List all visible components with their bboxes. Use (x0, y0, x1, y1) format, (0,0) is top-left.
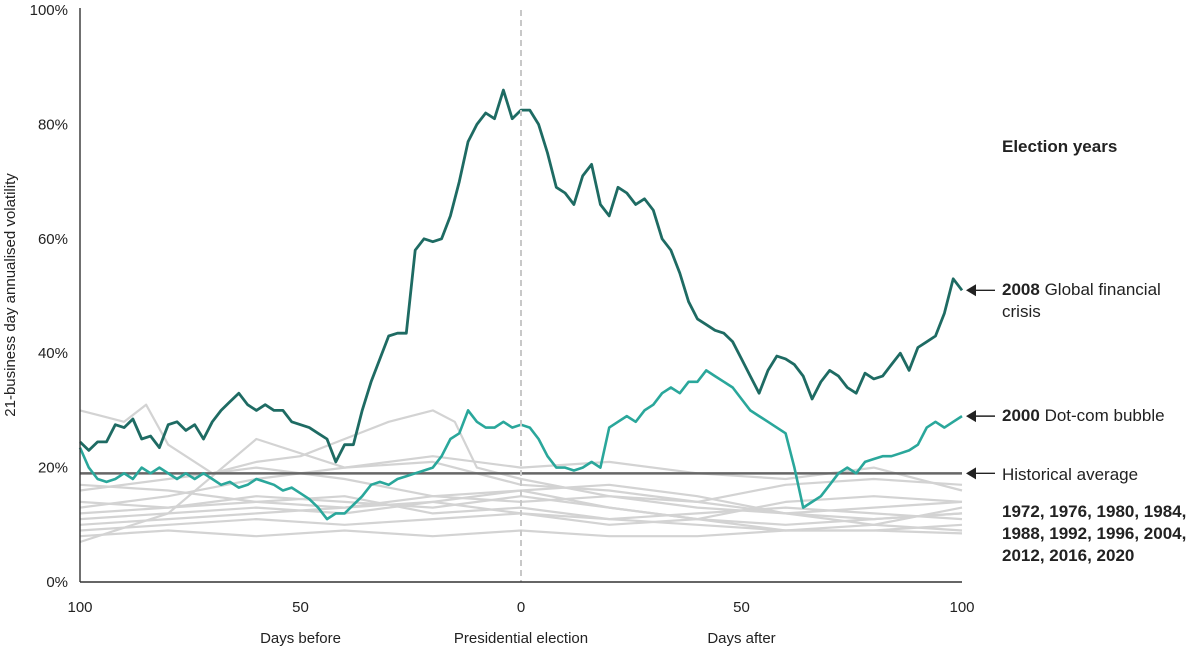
y-tick-label: 60% (38, 231, 68, 248)
arrow-2008-head (966, 284, 976, 297)
x-caption: Presidential election (454, 630, 588, 647)
y-tick-label: 100% (30, 2, 68, 19)
series-line-2004 (79, 495, 963, 532)
x-caption: Days after (707, 630, 775, 647)
series-line-1972 (79, 495, 963, 526)
legend-title: Election years (1002, 137, 1118, 156)
annotation-2008: 2008 Global financial crisis (1002, 279, 1192, 323)
y-tick-label: 0% (46, 574, 68, 591)
arrow-2000-head (966, 410, 976, 423)
annotation-2008-year: 2008 (1002, 280, 1040, 299)
annotation-other-years: 1972, 1976, 1980, 1984, 1988, 1992, 1996… (1002, 502, 1187, 565)
annotation-2000-year: 2000 (1002, 406, 1040, 425)
axes (79, 8, 962, 583)
annotation-arrows (966, 284, 995, 480)
annotation-historical-average: Historical average (1002, 465, 1139, 484)
series-line-1988 (79, 403, 963, 521)
x-caption: Days before (260, 630, 341, 647)
x-tick-label: 100 (949, 599, 974, 616)
x-tick-label: 0 (517, 599, 525, 616)
x-tick-label: 50 (733, 599, 750, 616)
annotation-2000-label: Dot-com bubble (1044, 406, 1165, 425)
x-tick-label: 100 (67, 599, 92, 616)
annotation-2008-label: Global financial crisis (1002, 280, 1161, 321)
y-tick-label: 20% (38, 460, 68, 477)
x-tick-label: 50 (292, 599, 309, 616)
annotation-2000: 2000 Dot-com bubble (1002, 405, 1192, 427)
series-line-2020 (79, 437, 963, 544)
arrow-historical-head (966, 467, 976, 480)
tick-labels: 0% 20% 40% 60% 80% 100% 100 50 0 50 100 Days before… (30, 2, 975, 647)
y-tick-label: 40% (38, 345, 68, 362)
y-tick-label: 80% (38, 116, 68, 133)
y-axis-label: 21-business day annualised volatility (2, 173, 19, 417)
